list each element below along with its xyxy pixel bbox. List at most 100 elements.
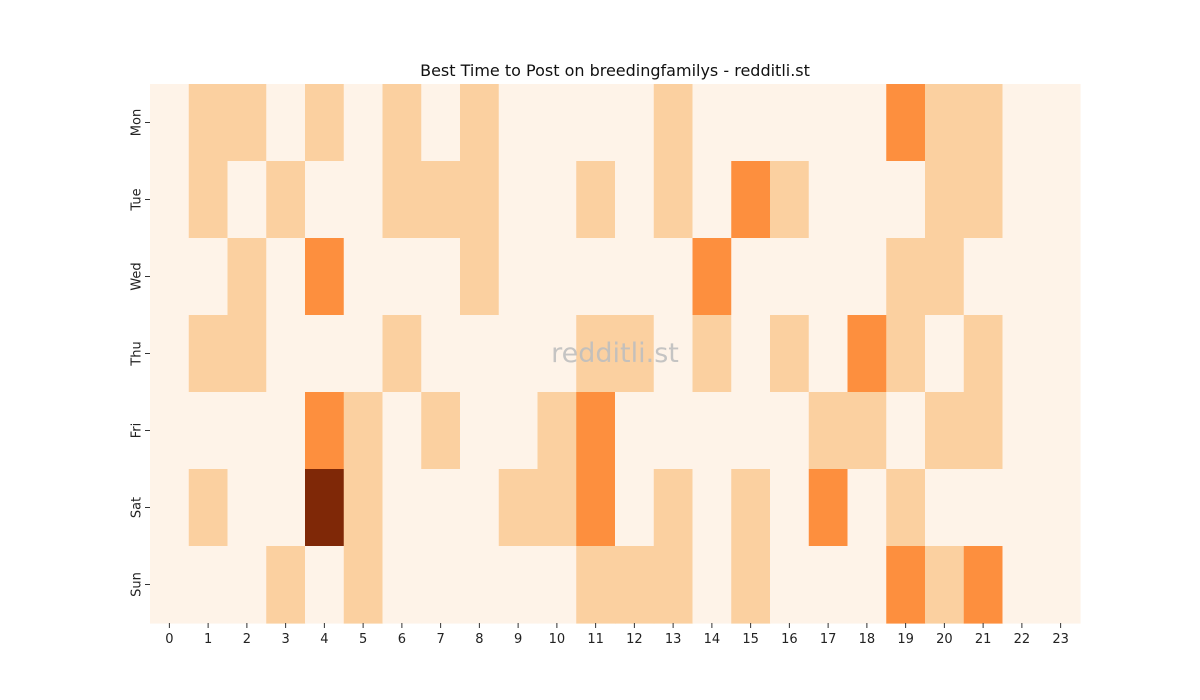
heatmap-cell-sun-3 xyxy=(266,546,306,624)
heatmap-cell-mon-18 xyxy=(847,84,887,162)
heatmap-cell-fri-13 xyxy=(653,392,694,470)
heatmap-cell-wed-13 xyxy=(653,238,694,316)
heatmap-cell-wed-6 xyxy=(382,238,422,316)
heatmap-cell-sat-22 xyxy=(1002,469,1042,547)
x-tick-label-5: 5 xyxy=(359,632,367,647)
heatmap-cell-mon-9 xyxy=(498,84,539,162)
heatmap-cell-mon-23 xyxy=(1041,84,1081,162)
heatmap-cell-thu-11 xyxy=(576,315,616,393)
heatmap-cell-thu-18 xyxy=(847,315,887,393)
x-tick-label-9: 9 xyxy=(514,632,522,647)
heatmap-cell-tue-2 xyxy=(227,161,267,239)
heatmap-cell-thu-1 xyxy=(188,315,229,393)
heatmap-cell-sat-6 xyxy=(382,469,422,547)
x-tick-label-11: 11 xyxy=(587,632,604,647)
heatmap-cell-tue-4 xyxy=(305,161,345,239)
heatmap-cell-thu-7 xyxy=(421,315,461,393)
heatmap-cell-thu-10 xyxy=(537,315,577,393)
heatmap-cell-thu-19 xyxy=(886,315,926,393)
heatmap-cell-sat-4 xyxy=(305,469,345,547)
heatmap-cell-sun-5 xyxy=(343,546,384,624)
heatmap-cell-sat-12 xyxy=(615,469,655,547)
heatmap-cell-sun-22 xyxy=(1002,546,1042,624)
x-tick-label-18: 18 xyxy=(859,632,876,647)
x-tick-label-21: 21 xyxy=(975,632,992,647)
heatmap-cell-thu-21 xyxy=(963,315,1004,393)
x-tick-label-6: 6 xyxy=(398,632,406,647)
heatmap-cell-mon-19 xyxy=(886,84,926,162)
heatmap-cell-thu-6 xyxy=(382,315,422,393)
heatmap-cell-sat-2 xyxy=(227,469,267,547)
heatmap-cell-tue-18 xyxy=(847,161,887,239)
heatmap-cell-sat-13 xyxy=(653,469,694,547)
heatmap-cell-tue-23 xyxy=(1041,161,1081,239)
heatmap-cell-sun-10 xyxy=(537,546,577,624)
heatmap-cell-mon-3 xyxy=(266,84,306,162)
heatmap-cell-fri-23 xyxy=(1041,392,1081,470)
heatmap-cell-sun-1 xyxy=(188,546,229,624)
heatmap-cell-sat-18 xyxy=(847,469,887,547)
x-tick-label-23: 23 xyxy=(1052,632,1069,647)
x-tick-label-13: 13 xyxy=(665,632,682,647)
heatmap-cell-fri-11 xyxy=(576,392,616,470)
x-tick-label-20: 20 xyxy=(936,632,953,647)
heatmap-cell-wed-4 xyxy=(305,238,345,316)
heatmap-cell-thu-16 xyxy=(770,315,810,393)
heatmap-cell-sun-2 xyxy=(227,546,267,624)
heatmap-cell-sun-8 xyxy=(460,546,500,624)
y-axis: Mon Tue Wed Thu Fri Sat Sun xyxy=(130,109,150,597)
heatmap-cell-wed-2 xyxy=(227,238,267,316)
heatmap-cell-tue-7 xyxy=(421,161,461,239)
heatmap-cell-wed-3 xyxy=(266,238,306,316)
heatmap-cell-sun-23 xyxy=(1041,546,1081,624)
heatmap-cell-wed-8 xyxy=(460,238,500,316)
heatmap-cell-wed-23 xyxy=(1041,238,1081,316)
heatmap-cell-wed-18 xyxy=(847,238,887,316)
heatmap-cell-fri-2 xyxy=(227,392,267,470)
heatmap-cell-tue-9 xyxy=(498,161,539,239)
heatmap-cell-tue-19 xyxy=(886,161,926,239)
heatmap-cell-sun-13 xyxy=(653,546,694,624)
heatmap-cell-mon-20 xyxy=(925,84,965,162)
heatmap-cell-tue-13 xyxy=(653,161,694,239)
heatmap-cell-thu-4 xyxy=(305,315,345,393)
x-tick-label-15: 15 xyxy=(742,632,759,647)
heatmap-cell-tue-0 xyxy=(150,161,190,239)
heatmap-cell-sun-16 xyxy=(770,546,810,624)
heatmap-cell-mon-21 xyxy=(963,84,1004,162)
heatmap-cell-sun-20 xyxy=(925,546,965,624)
heatmap-cell-fri-1 xyxy=(188,392,229,470)
heatmap-cell-wed-7 xyxy=(421,238,461,316)
heatmap-cell-mon-12 xyxy=(615,84,655,162)
heatmap-cell-sat-19 xyxy=(886,469,926,547)
heatmap-cell-fri-19 xyxy=(886,392,926,470)
y-tick-label-mon: Mon xyxy=(130,109,145,136)
heatmap-cell-fri-12 xyxy=(615,392,655,470)
heatmap-cell-wed-16 xyxy=(770,238,810,316)
heatmap-cell-fri-16 xyxy=(770,392,810,470)
heatmap-cell-tue-12 xyxy=(615,161,655,239)
heatmap-cell-thu-8 xyxy=(460,315,500,393)
heatmap-cell-thu-17 xyxy=(808,315,849,393)
heatmap-cell-sun-6 xyxy=(382,546,422,624)
heatmap-cell-sun-21 xyxy=(963,546,1004,624)
heatmap-cell-fri-17 xyxy=(808,392,849,470)
y-tick-label-sat: Sat xyxy=(130,497,145,518)
heatmap-cell-tue-1 xyxy=(188,161,229,239)
heatmap-cell-thu-2 xyxy=(227,315,267,393)
heatmap-cell-sat-10 xyxy=(537,469,577,547)
heatmap-cell-fri-15 xyxy=(731,392,771,470)
heatmap-cell-sat-21 xyxy=(963,469,1004,547)
heatmap-cell-mon-13 xyxy=(653,84,694,162)
heatmap-cell-mon-22 xyxy=(1002,84,1042,162)
heatmap-cells xyxy=(150,84,1081,624)
heatmap-cell-fri-14 xyxy=(692,392,732,470)
heatmap-cell-fri-5 xyxy=(343,392,384,470)
heatmap-cell-sat-20 xyxy=(925,469,965,547)
heatmap-cell-fri-6 xyxy=(382,392,422,470)
heatmap-cell-tue-17 xyxy=(808,161,849,239)
heatmap-cell-mon-14 xyxy=(692,84,732,162)
heatmap-cell-sun-19 xyxy=(886,546,926,624)
heatmap-cell-wed-17 xyxy=(808,238,849,316)
